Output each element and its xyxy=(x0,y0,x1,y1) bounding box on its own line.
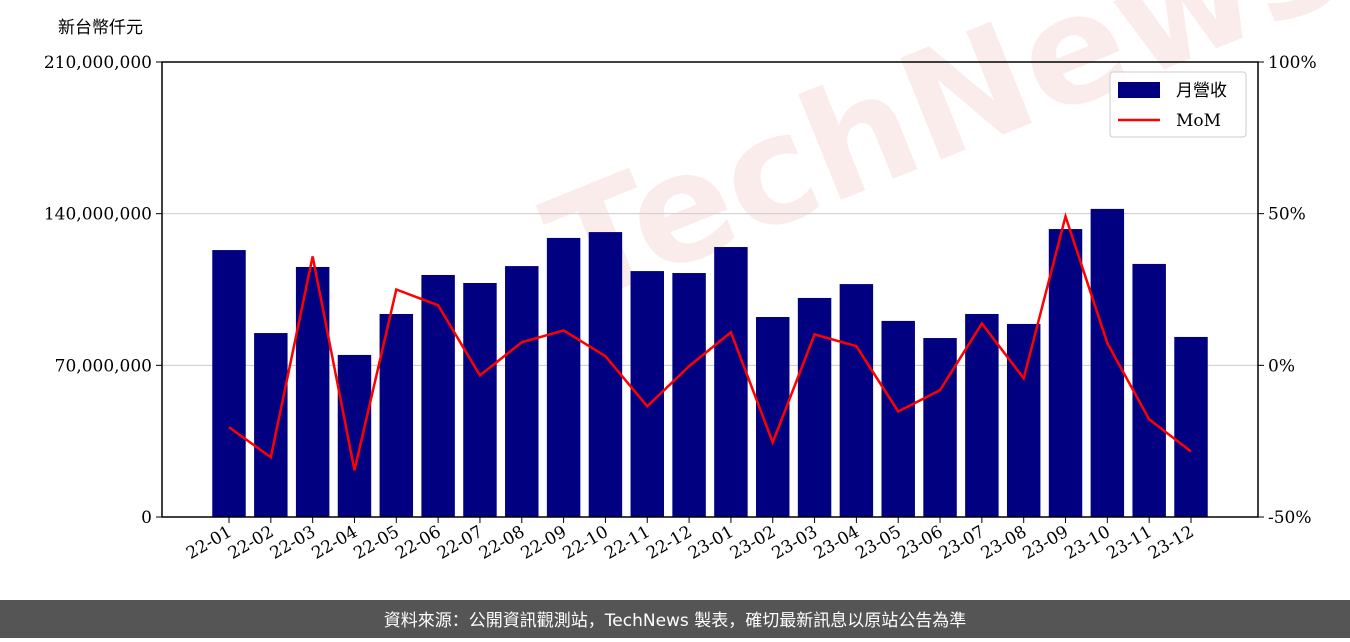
x-tick-label: 23-01 xyxy=(685,522,737,564)
bar xyxy=(546,237,581,517)
y2-tick-label: 50% xyxy=(1268,205,1306,225)
x-tick-label: 22-06 xyxy=(392,522,444,564)
x-tick-label: 23-07 xyxy=(936,522,988,564)
x-tick-label: 22-08 xyxy=(476,522,528,564)
x-tick-label: 23-10 xyxy=(1061,522,1113,564)
y2-tick-label: 100% xyxy=(1268,53,1317,73)
bar xyxy=(881,320,915,517)
x-tick-label: 23-05 xyxy=(852,522,904,564)
unit-label: 新台幣仟元 xyxy=(58,18,143,38)
x-tick-label: 23-12 xyxy=(1145,522,1197,564)
bar xyxy=(421,274,455,517)
x-tick-label: 23-03 xyxy=(769,522,821,564)
bar xyxy=(923,338,957,517)
legend-label: MoM xyxy=(1176,111,1221,131)
bar xyxy=(965,313,999,517)
y-tick-label: 140,000,000 xyxy=(44,205,152,225)
line xyxy=(228,211,1192,471)
bar xyxy=(672,273,706,517)
bar xyxy=(379,313,414,517)
bar xyxy=(588,232,623,518)
y-tick-label: 210,000,000 xyxy=(44,53,152,73)
bar xyxy=(505,266,539,517)
legend-label: 月營收 xyxy=(1176,81,1227,101)
bar xyxy=(839,284,874,517)
x-tick-label: 23-11 xyxy=(1103,522,1155,564)
bar xyxy=(714,247,748,518)
bar xyxy=(1174,336,1208,517)
bar xyxy=(1048,229,1083,518)
bar xyxy=(295,266,330,517)
y2-tick-label: -50% xyxy=(1268,508,1312,528)
x-tick-label: 22-02 xyxy=(225,522,277,564)
bar xyxy=(463,283,497,517)
x-tick-label: 22-09 xyxy=(518,522,570,564)
x-tick-label: 22-04 xyxy=(309,522,361,564)
plot-frame xyxy=(161,61,1259,518)
bar xyxy=(1006,323,1041,517)
y-tick-label: 0 xyxy=(141,508,152,528)
y2-tick-label: 0% xyxy=(1268,356,1295,376)
bar xyxy=(1132,263,1166,517)
x-tick-label: 22-07 xyxy=(434,522,486,564)
bar xyxy=(254,333,288,517)
footer-bar xyxy=(0,600,1350,638)
footer: 資料來源：公開資訊觀測站，TechNews 製表，確切最新訊息以原站公告為準 xyxy=(384,611,966,631)
x-tick-label: 23-04 xyxy=(810,522,862,564)
legend-swatch xyxy=(1118,82,1160,98)
bar xyxy=(797,297,832,517)
x-tick-label: 23-09 xyxy=(1020,522,1072,564)
x-tick-label: 23-02 xyxy=(727,522,779,564)
x-tick-label: 22-05 xyxy=(350,522,402,564)
x-tick-label: 22-10 xyxy=(559,522,611,564)
x-tick-label: 22-12 xyxy=(643,522,695,564)
x-tick-label: 22-03 xyxy=(267,522,319,564)
x-tick-label: 22-01 xyxy=(183,522,235,564)
bar xyxy=(337,354,372,517)
x-tick-label: 23-08 xyxy=(978,522,1030,564)
x-tick-label: 23-06 xyxy=(894,522,946,564)
bar xyxy=(756,317,790,517)
y-tick-label: 70,000,000 xyxy=(55,356,152,376)
x-tick-label: 22-11 xyxy=(601,522,653,564)
bar xyxy=(212,250,246,518)
